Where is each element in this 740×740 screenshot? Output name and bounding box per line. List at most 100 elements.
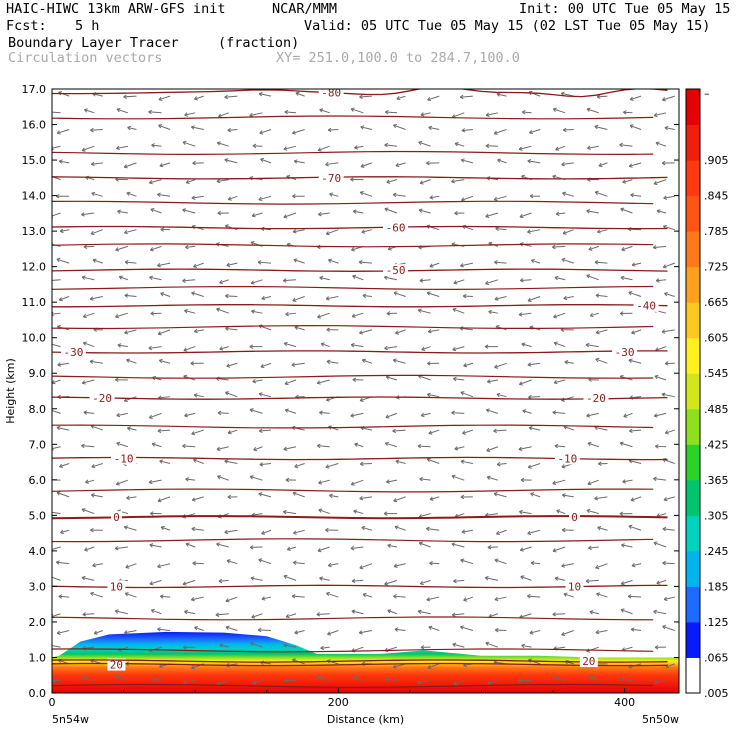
- vector-arrow: [291, 362, 305, 366]
- vector-arrow: [453, 579, 465, 582]
- vector-arrow: [259, 429, 272, 432]
- vector-arrowhead: [417, 443, 422, 449]
- vector-arrow: [359, 629, 373, 634]
- vector-arrow: [654, 112, 667, 117]
- vector-arrowhead: [293, 258, 298, 263]
- vector-arrow: [158, 396, 171, 399]
- temperature-contours: -80 -70 -60 -50 -40 -30 -30 -20 -20 -10 -10 0 0 10 10 2…: [52, 89, 668, 688]
- vector-arrowhead: [496, 462, 501, 467]
- vector-arrow: [124, 294, 137, 297]
- vector-arrow: [520, 546, 532, 551]
- vector-arrow: [318, 212, 330, 215]
- vector-arrowhead: [451, 612, 456, 617]
- contour-label: 0: [113, 511, 120, 524]
- vector-arrowhead: [84, 108, 88, 113]
- vector-arrowhead: [619, 676, 624, 682]
- vector-arrowhead: [521, 342, 526, 347]
- vector-arrowhead: [258, 392, 263, 397]
- vector-arrow: [530, 562, 541, 565]
- vector-arrowhead: [124, 630, 128, 635]
- vector-arrowhead: [123, 229, 128, 235]
- vector-arrow: [656, 579, 667, 584]
- vector-arrow: [259, 462, 272, 466]
- vector-arrow: [191, 429, 204, 435]
- vector-arrow: [224, 95, 238, 98]
- vector-arrow: [663, 262, 675, 268]
- vector-arrow: [219, 279, 229, 284]
- vector-arrow: [595, 563, 608, 569]
- vector-arrowhead: [90, 493, 95, 498]
- vector-arrow: [562, 494, 574, 498]
- vector-arrow: [294, 160, 305, 164]
- vector-arrowhead: [396, 95, 401, 101]
- vector-arrow: [193, 459, 204, 464]
- vector-arrow: [318, 509, 330, 515]
- vector-arrowhead: [588, 545, 592, 551]
- vector-arrowhead: [663, 195, 668, 200]
- vector-arrowhead: [150, 208, 155, 213]
- vector-arrow: [485, 279, 499, 285]
- vector-arrow: [91, 192, 103, 197]
- vector-arrowhead: [486, 379, 491, 384]
- vector-arrowhead: [258, 92, 263, 97]
- vector-arrowhead: [56, 491, 61, 496]
- vector-arrowhead: [552, 410, 557, 415]
- vector-arrow: [663, 496, 675, 501]
- vector-arrow: [326, 592, 339, 598]
- vector-arrow: [628, 525, 642, 531]
- vector-arrowhead: [150, 608, 155, 614]
- vector-arrowhead: [148, 180, 153, 185]
- vector-arrowhead: [519, 381, 523, 386]
- isotherm-line: [52, 659, 668, 663]
- vector-arrow: [250, 642, 263, 648]
- vector-arrow: [125, 563, 137, 569]
- vector-arrow: [321, 343, 330, 348]
- vector-arrow: [184, 112, 196, 116]
- vector-arrow: [293, 529, 305, 534]
- vector-arrow: [124, 629, 137, 634]
- vector-arrow: [225, 596, 238, 602]
- vector-arrow: [125, 592, 137, 598]
- vector-arrow: [91, 463, 103, 468]
- colorbar-swatch: [686, 373, 700, 410]
- vector-arrowhead: [459, 94, 464, 100]
- vector-arrow: [418, 610, 431, 615]
- vector-arrowhead: [520, 278, 524, 283]
- vector-arrow: [92, 563, 103, 567]
- vector-arrowhead: [285, 477, 290, 483]
- vector-arrow: [519, 379, 532, 385]
- vector-arrow: [151, 609, 162, 615]
- vector-arrowhead: [194, 626, 199, 631]
- vector-arrowhead: [553, 675, 558, 681]
- vector-arrow: [461, 195, 474, 201]
- vector-arrowhead: [653, 679, 658, 685]
- vector-arrowhead: [317, 211, 322, 217]
- vector-arrow: [522, 409, 532, 414]
- colorbar-swatch: [686, 231, 700, 268]
- isotherm-line: [52, 150, 654, 156]
- vector-arrow: [463, 362, 474, 367]
- vector-arrowhead: [392, 358, 397, 363]
- vector-arrowhead: [421, 346, 426, 351]
- isotherm-line: [52, 662, 668, 667]
- vector-arrow: [52, 576, 61, 581]
- vector-arrow: [317, 312, 330, 318]
- vector-arrow: [595, 294, 608, 297]
- vector-arrowhead: [529, 129, 533, 135]
- vector-arrowhead: [552, 107, 557, 112]
- vector-arrow: [226, 362, 238, 367]
- vector-arrowhead: [393, 498, 398, 503]
- vector-arrowhead: [283, 643, 288, 648]
- vector-arrow: [317, 379, 330, 384]
- vector-arrowhead: [630, 193, 634, 198]
- vector-arrow: [485, 112, 499, 116]
- vector-arrow: [183, 346, 196, 352]
- vector-arrowhead: [117, 209, 121, 214]
- vector-arrowhead: [619, 142, 624, 148]
- vector-arrowhead: [623, 110, 627, 115]
- vector-arrow: [419, 478, 431, 481]
- vector-arrow: [148, 111, 162, 114]
- isotherm-line: [52, 488, 654, 493]
- vector-arrowhead: [319, 410, 323, 415]
- vector-arrow: [594, 426, 608, 431]
